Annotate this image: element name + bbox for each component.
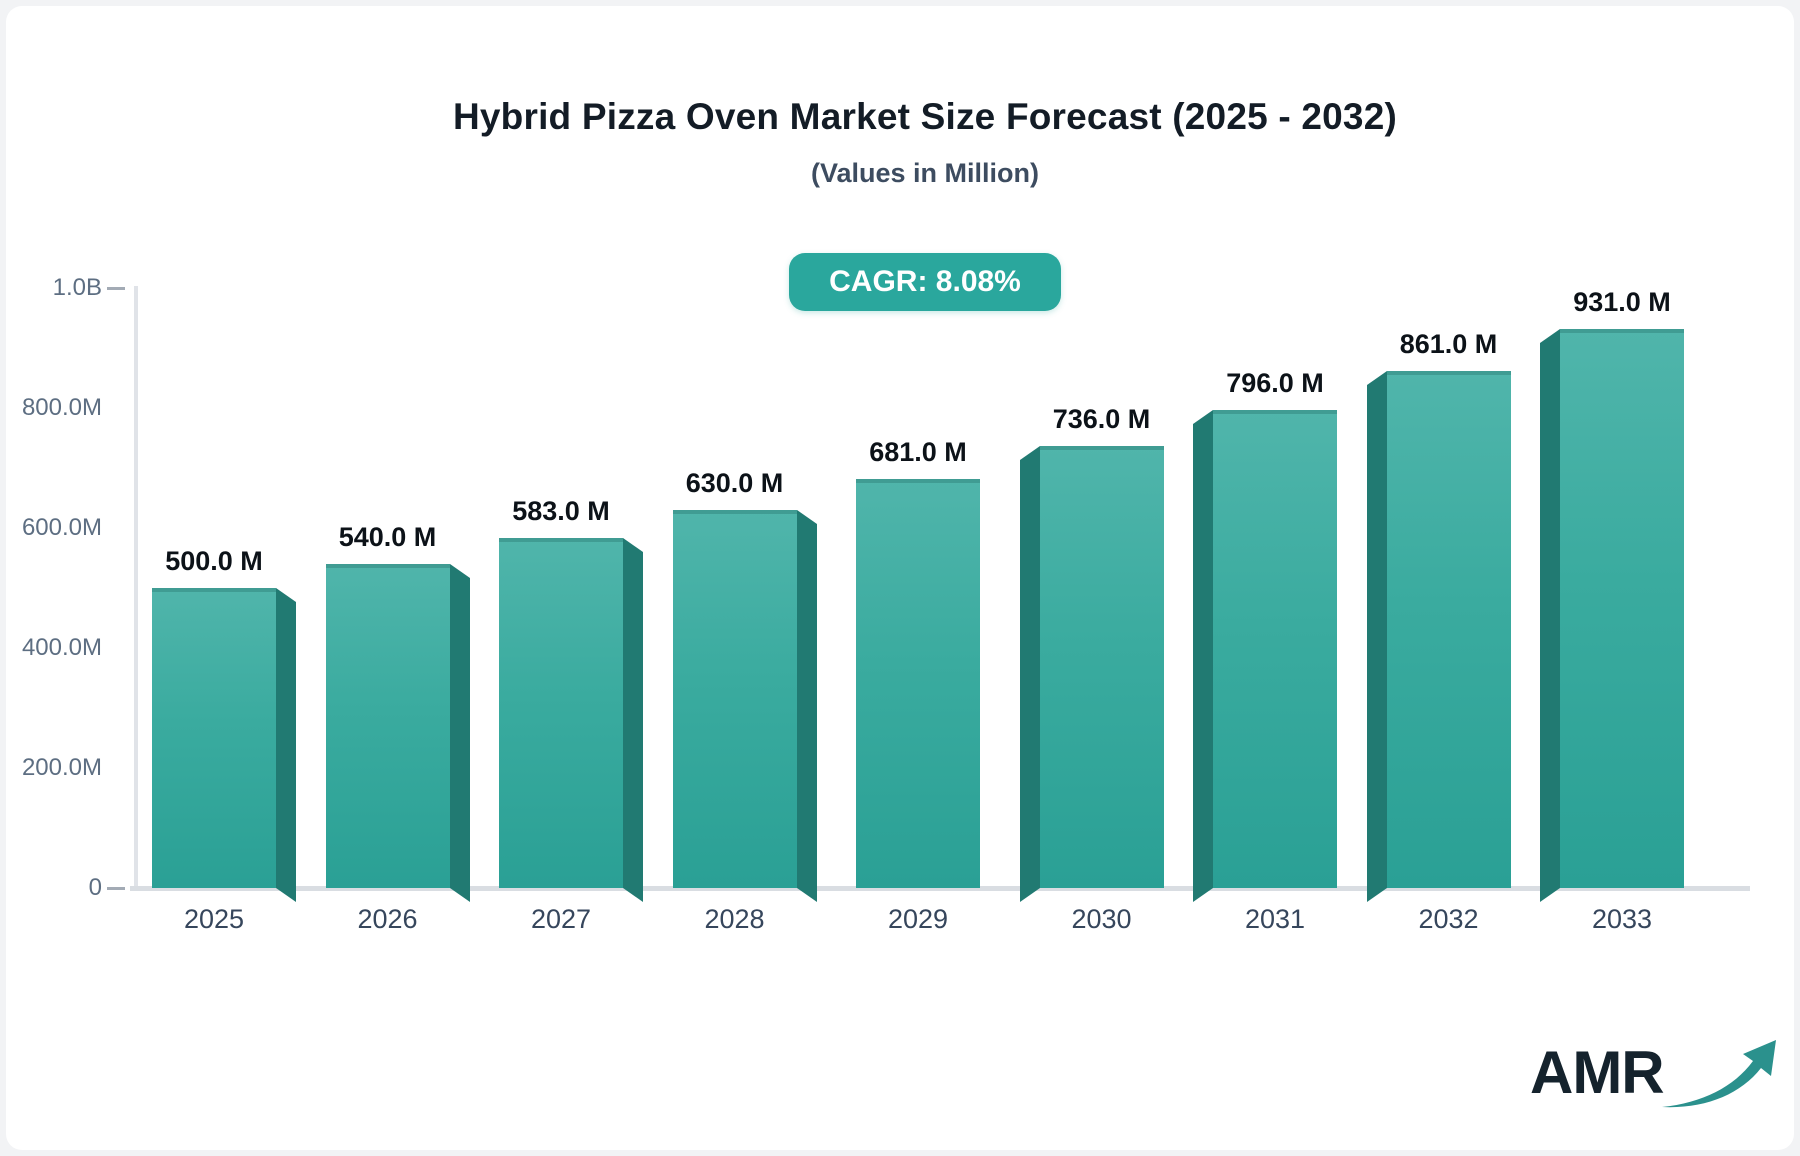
- y-axis-tick: [107, 287, 125, 290]
- bar: [1039, 446, 1164, 888]
- x-axis-label: 2030: [1071, 904, 1132, 934]
- bar-value-label: 931.0 M: [1573, 287, 1671, 317]
- bar-side-face: [623, 538, 643, 903]
- bar-side-face: [1019, 446, 1040, 903]
- y-axis-label: 0: [88, 874, 102, 901]
- x-axis-label: 2028: [704, 904, 765, 934]
- bar-value-label: 681.0 M: [869, 437, 967, 467]
- y-axis-label: 1.0B: [52, 274, 102, 301]
- x-axis-label: 2032: [1418, 904, 1479, 934]
- bar-value-label: 736.0 M: [1052, 404, 1151, 434]
- growth-arrow-icon: [1658, 1032, 1788, 1123]
- amr-logo: AMR: [1530, 1030, 1776, 1120]
- bar-value-label: 630.0 M: [685, 468, 784, 498]
- x-axis-label: 2033: [1591, 904, 1653, 934]
- bar-value-label: 796.0 M: [1226, 368, 1324, 398]
- bar: [152, 588, 276, 888]
- y-axis-label: 400.0M: [21, 634, 102, 661]
- bar-side-face: [1366, 371, 1387, 903]
- chart-card: Hybrid Pizza Oven Market Size Forecast (…: [6, 6, 1794, 1150]
- bar: [499, 538, 623, 888]
- x-axis-baseline: [130, 886, 1750, 891]
- bar: [1213, 410, 1337, 888]
- chart-area: 1.0B 800.0M 600.0M 400.0M 200.0M 0 500.0 M 2025…: [6, 6, 1794, 1150]
- bar-side-face: [796, 510, 817, 903]
- bar: [1560, 329, 1684, 888]
- y-axis-label: 600.0M: [21, 514, 102, 541]
- bar-value-label: 500.0 M: [165, 546, 263, 576]
- cagr-badge: CAGR: 8.08%: [789, 253, 1061, 311]
- bar-side-face: [1193, 410, 1213, 903]
- x-axis-label: 2029: [887, 904, 949, 934]
- bar-value-label: 540.0 M: [338, 522, 437, 552]
- bar-side-face: [1540, 329, 1560, 903]
- bar-value-label: 861.0 M: [1399, 329, 1498, 359]
- x-axis-label: 2025: [183, 904, 245, 934]
- bar: [672, 510, 797, 888]
- chart-title: Hybrid Pizza Oven Market Size Forecast (…: [452, 96, 1398, 137]
- y-axis-line: [134, 286, 138, 890]
- bar: [325, 564, 450, 888]
- bar: [856, 479, 980, 888]
- bar-value-label: 583.0 M: [512, 496, 610, 526]
- x-axis-label: 2027: [530, 904, 592, 934]
- x-axis-label: 2026: [357, 904, 418, 934]
- y-axis-tick: [107, 887, 125, 890]
- bar-side-face: [449, 564, 470, 903]
- y-axis-label: 800.0M: [21, 394, 102, 421]
- y-axis-label: 200.0M: [21, 754, 102, 781]
- chart-subtitle: (Values in Million): [810, 158, 1040, 188]
- bar: [1386, 371, 1511, 888]
- bar-side-face: [276, 588, 296, 903]
- amr-logo-text: AMR: [1530, 1039, 1665, 1106]
- x-axis-label: 2031: [1244, 904, 1306, 934]
